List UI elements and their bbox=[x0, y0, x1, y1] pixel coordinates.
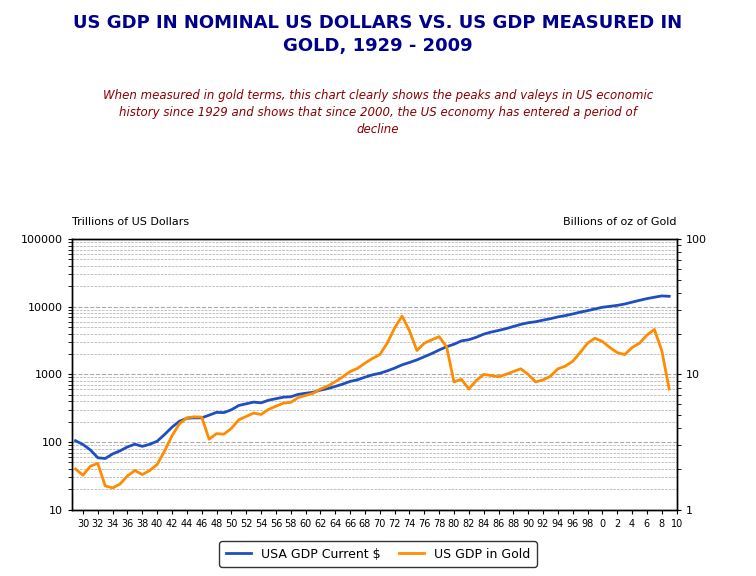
USA GDP Current $ bbox=[561, 312, 570, 319]
Text: US GDP IN NOMINAL US DOLLARS VS. US GDP MEASURED IN
GOLD, 1929 - 2009: US GDP IN NOMINAL US DOLLARS VS. US GDP … bbox=[73, 14, 683, 55]
USA GDP Current $ bbox=[516, 321, 525, 328]
US GDP in Gold bbox=[457, 376, 466, 383]
USA GDP Current $ bbox=[665, 293, 674, 300]
Line: USA GDP Current $: USA GDP Current $ bbox=[76, 296, 669, 458]
USA GDP Current $ bbox=[450, 341, 459, 348]
Text: Trillions of US Dollars: Trillions of US Dollars bbox=[72, 217, 189, 227]
Text: Billions of oz of Gold: Billions of oz of Gold bbox=[563, 217, 677, 227]
USA GDP Current $ bbox=[71, 437, 80, 444]
USA GDP Current $ bbox=[101, 455, 110, 462]
US GDP in Gold bbox=[524, 371, 533, 378]
US GDP in Gold bbox=[108, 484, 117, 491]
Line: US GDP in Gold: US GDP in Gold bbox=[76, 316, 669, 488]
Legend: USA GDP Current $, US GDP in Gold: USA GDP Current $, US GDP in Gold bbox=[219, 541, 537, 567]
US GDP in Gold bbox=[71, 465, 80, 472]
US GDP in Gold bbox=[620, 351, 629, 358]
US GDP in Gold bbox=[412, 347, 421, 354]
US GDP in Gold bbox=[598, 338, 607, 345]
US GDP in Gold bbox=[569, 358, 578, 365]
USA GDP Current $ bbox=[612, 302, 621, 309]
US GDP in Gold bbox=[665, 385, 674, 392]
USA GDP Current $ bbox=[590, 305, 600, 312]
USA GDP Current $ bbox=[405, 359, 414, 366]
US GDP in Gold bbox=[398, 313, 407, 320]
Text: When measured in gold terms, this chart clearly shows the peaks and valeys in US: When measured in gold terms, this chart … bbox=[103, 89, 653, 137]
USA GDP Current $ bbox=[657, 293, 666, 300]
